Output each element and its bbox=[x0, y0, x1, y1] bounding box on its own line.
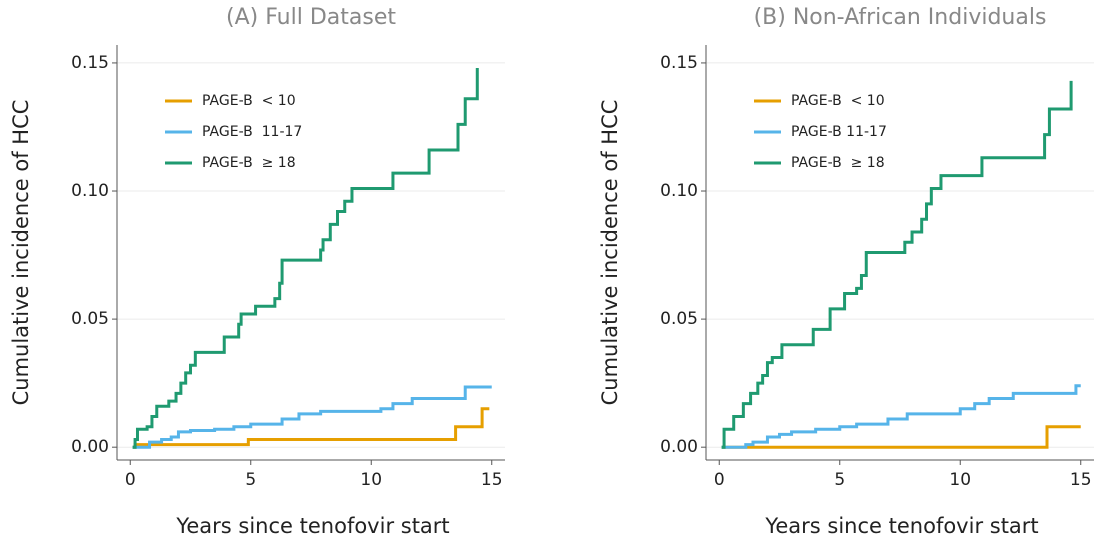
y-tick-label: 0.00 bbox=[660, 437, 698, 457]
x-tick-label: 15 bbox=[481, 470, 503, 490]
legend-label: PAGE-B ≥ 18 bbox=[791, 155, 885, 171]
step-line bbox=[132, 385, 492, 449]
y-tick-label: 0.15 bbox=[660, 53, 698, 73]
legend-label: PAGE-B 11-17 bbox=[791, 124, 887, 140]
x-tick-label: 5 bbox=[245, 470, 256, 490]
x-axis-label: Years since tenofovir start bbox=[175, 514, 449, 538]
panel-title: (B) Non-African Individuals bbox=[754, 5, 1047, 30]
legend-label: PAGE-B 11-17 bbox=[202, 124, 302, 140]
x-tick-label: 15 bbox=[1070, 470, 1092, 490]
y-tick-label: 0.15 bbox=[71, 53, 109, 73]
x-tick-label: 10 bbox=[360, 470, 382, 490]
legend-label: PAGE-B < 10 bbox=[202, 93, 296, 109]
step-line bbox=[132, 68, 479, 449]
step-line bbox=[721, 80, 1073, 449]
y-axis-label: Cumulative incidence of HCC bbox=[598, 100, 622, 406]
y-tick-label: 0.10 bbox=[71, 181, 109, 201]
x-tick-label: 0 bbox=[125, 470, 136, 490]
legend-label: PAGE-B ≥ 18 bbox=[202, 155, 296, 171]
y-tick-label: 0.05 bbox=[660, 309, 698, 329]
y-tick-label: 0.05 bbox=[71, 309, 109, 329]
x-tick-label: 5 bbox=[834, 470, 845, 490]
x-tick-label: 10 bbox=[949, 470, 971, 490]
step-line bbox=[721, 384, 1081, 449]
y-axis-label: Cumulative incidence of HCC bbox=[9, 100, 33, 406]
panel-title: (A) Full Dataset bbox=[226, 5, 396, 30]
x-tick-label: 0 bbox=[714, 470, 725, 490]
y-tick-label: 0.00 bbox=[71, 437, 109, 457]
step-line bbox=[721, 425, 1081, 449]
x-axis-label: Years since tenofovir start bbox=[764, 514, 1038, 538]
y-tick-label: 0.10 bbox=[660, 181, 698, 201]
legend-label: PAGE-B < 10 bbox=[791, 93, 885, 109]
